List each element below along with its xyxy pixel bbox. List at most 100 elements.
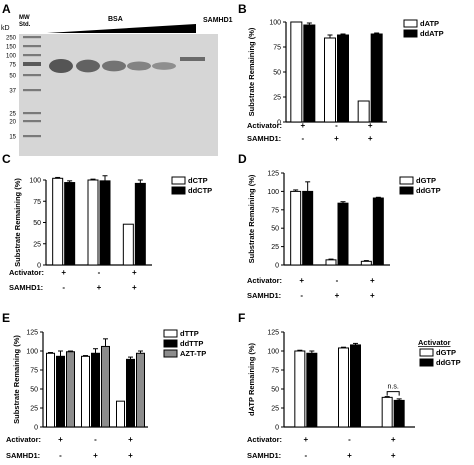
condition-value: + (93, 451, 98, 460)
bar-ddatp (303, 24, 316, 123)
y-tick-label: 100 (29, 178, 41, 185)
bar-dgtp (325, 259, 337, 266)
y-tick-label: 50 (271, 226, 279, 233)
y-tick-label: 0 (37, 263, 41, 270)
bar-ddgtp (393, 399, 405, 428)
condition-value: + (128, 451, 133, 460)
legend-swatch (403, 19, 418, 28)
panel-letter-d: D (238, 152, 247, 166)
chart-panel-f: 0 25 50 75 100 125 dATP Remaining (%) n.s. Activ… (247, 330, 461, 461)
y-tick-label: 125 (267, 171, 279, 178)
legend-label: dATP (420, 19, 439, 28)
bar-dttp (81, 355, 90, 428)
legend-label: dCTP (188, 176, 208, 185)
y-tick-label: 0 (275, 425, 279, 432)
condition-value: + (334, 134, 339, 143)
condition-row-label: Activator: (247, 276, 282, 285)
condition-row-label: SAMHD1: (247, 134, 281, 143)
bar-azt-tp (136, 352, 145, 428)
condition-value: + (368, 121, 373, 130)
y-tick-label: 75 (271, 368, 279, 375)
chart-panel-d: 0 25 50 75 100 125 Substrate Remaining (%) Acti… (247, 171, 441, 301)
bar-ddgtp (337, 202, 349, 266)
condition-row-label: Activator: (6, 435, 41, 444)
y-axis-label: Substrate Remaining (%) (247, 174, 256, 263)
gel-bsa-label: BSA (108, 16, 123, 23)
panel-letter-e: E (2, 311, 10, 325)
legend-swatch (163, 349, 178, 358)
legend-swatch (163, 329, 178, 338)
y-tick-label: 75 (273, 45, 281, 52)
condition-value: + (299, 276, 304, 285)
y-tick-label: 75 (30, 368, 38, 375)
condition-row-label: Activator: (9, 268, 44, 277)
gel-mw-label-line1: MW (19, 15, 30, 21)
bar-ddgtp (306, 352, 318, 428)
gel-ladder-label: 100 (6, 54, 17, 60)
y-tick-label: 50 (30, 387, 38, 394)
condition-value: - (98, 268, 101, 277)
chart-panel-b: 0 25 50 75 100 Substrate Remaining (%) Activat… (247, 19, 444, 143)
condition-value: + (58, 435, 63, 444)
gel-ladder-band (23, 45, 41, 48)
bar-ddttp (56, 355, 65, 428)
condition-row-label: SAMHD1: (247, 291, 281, 300)
condition-value: + (368, 134, 373, 143)
gel-ladder-band (23, 54, 41, 57)
y-tick-label: 100 (267, 349, 279, 356)
bar-ddatp (370, 33, 383, 123)
y-tick-label: 75 (271, 207, 279, 214)
y-tick-label: 0 (275, 263, 279, 270)
bar-ddctp (64, 182, 76, 266)
y-tick-label: 100 (267, 189, 279, 196)
y-tick-label: 50 (271, 387, 279, 394)
gel-bsa-band (76, 59, 100, 73)
condition-value: + (391, 451, 396, 460)
gel-samhd1-band (180, 57, 205, 61)
bar-ddctp (99, 180, 111, 266)
condition-value: + (347, 451, 352, 460)
condition-row-label: Activator: (247, 121, 282, 130)
condition-value: + (370, 291, 375, 300)
condition-value: - (300, 291, 303, 300)
significance-bracket (386, 391, 400, 396)
condition-value: + (370, 276, 375, 285)
gel-panel: kD MW Std. BSA SAMHD1 250 150 100 75 50 37 25 2… (1, 15, 233, 156)
bar-dgtp (290, 190, 302, 266)
y-tick-label: 100 (26, 349, 38, 356)
legend-label: AZT-TP (180, 349, 206, 358)
condition-value: + (391, 435, 396, 444)
bar-datp (290, 21, 303, 123)
y-tick-label: 0 (34, 425, 38, 432)
condition-value: + (61, 268, 66, 277)
gel-ladder-label: 250 (6, 36, 17, 42)
gel-ladder-label: 50 (9, 74, 16, 80)
bar-azt-tp (101, 345, 110, 428)
y-tick-label: 50 (273, 70, 281, 77)
condition-row-label: SAMHD1: (6, 451, 40, 460)
legend-swatch (419, 358, 434, 367)
y-tick-label: 25 (30, 406, 38, 413)
legend-swatch (163, 339, 178, 348)
panel-letter-c: C (2, 152, 11, 166)
legend-swatch (171, 186, 186, 195)
chart-panel-e: 0 25 50 75 100 125 Substrate Remaining (%) Acti… (6, 329, 206, 460)
y-tick-label: 125 (26, 330, 38, 337)
y-axis-label: Substrate Remaining (%) (247, 27, 256, 116)
gel-ladder-label: 25 (9, 112, 16, 118)
legend-label: ddGTP (436, 358, 461, 367)
condition-value: - (348, 435, 351, 444)
condition-value: - (336, 276, 339, 285)
bar-datp (324, 37, 336, 123)
gel-samhd1-label: SAMHD1 (203, 17, 233, 24)
condition-row-label: SAMHD1: (9, 283, 43, 292)
gel-bsa-wedge (47, 24, 196, 33)
significance-label: n.s. (388, 384, 399, 391)
y-tick-label: 25 (33, 241, 41, 248)
condition-value: - (62, 283, 65, 292)
condition-value: - (59, 451, 62, 460)
legend-swatch (403, 29, 418, 38)
legend-label: ddCTP (188, 186, 212, 195)
bar-dctp (52, 177, 64, 266)
legend-label: ddATP (420, 29, 444, 38)
